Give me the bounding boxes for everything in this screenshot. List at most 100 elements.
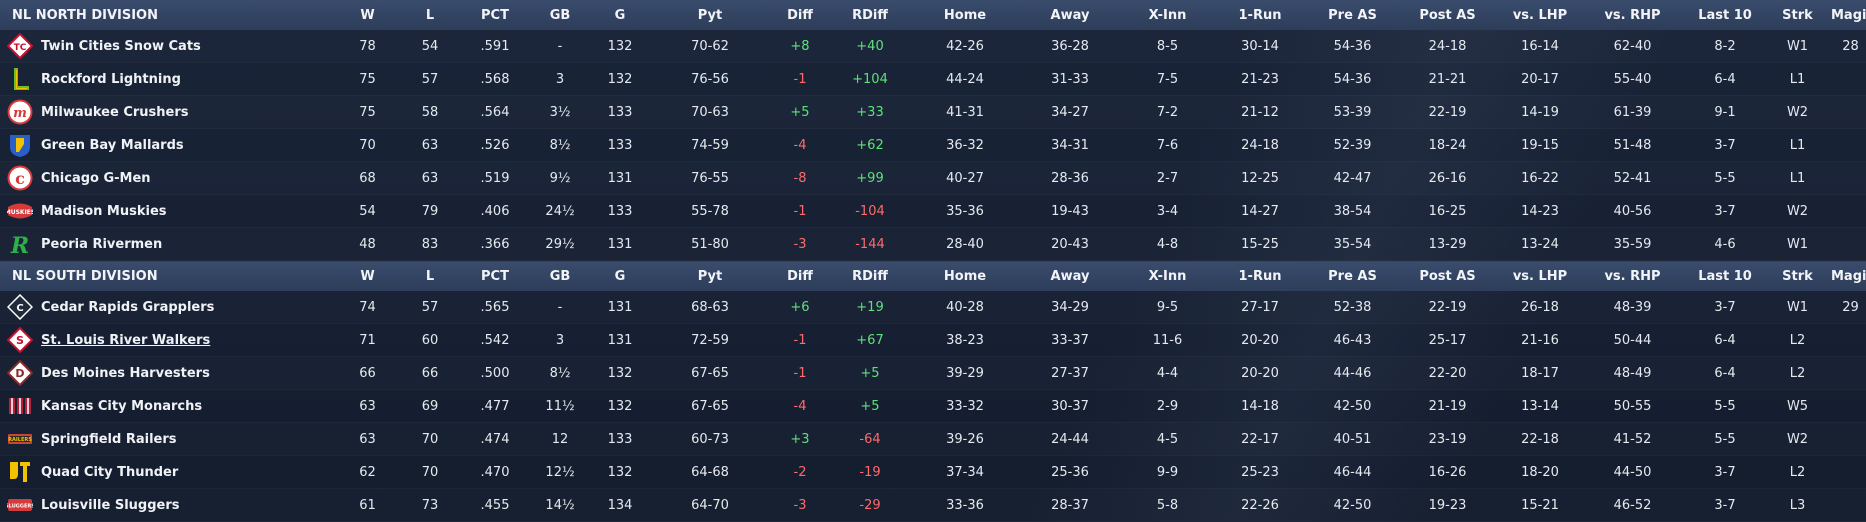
column-header-vslhp[interactable]: vs. LHP [1495,0,1585,30]
column-header-onerun[interactable]: 1-Run [1215,260,1305,291]
team-name-link[interactable]: Peoria Rivermen [41,236,163,252]
column-header-postas[interactable]: Post AS [1400,0,1495,30]
stat-g: 132 [590,455,650,489]
column-header-postas[interactable]: Post AS [1400,260,1495,291]
column-header-strk[interactable]: Strk [1770,0,1825,30]
column-header-gb[interactable]: GB [530,0,590,30]
column-header-g[interactable]: G [590,0,650,30]
team-cell: TC Twin Cities Snow Cats [0,30,335,63]
division-name: NL SOUTH DIVISION [0,260,335,291]
table-row[interactable]: D Des Moines Harvesters 66 66.500 8½ 132 67-65… [0,356,1866,390]
column-header-magic[interactable]: Magic# [1825,0,1866,30]
column-header-preas[interactable]: Pre AS [1305,260,1400,291]
table-row[interactable]: c Chicago G-Men 68 63.519 9½ 131 76-55 -8 +99 40-… [0,161,1866,195]
column-header-g[interactable]: G [590,260,650,291]
column-header-onerun[interactable]: 1-Run [1215,0,1305,30]
column-header-strk[interactable]: Strk [1770,260,1825,291]
team-name-link[interactable]: Milwaukee Crushers [41,104,189,120]
stat-gb: 3 [530,62,590,96]
column-header-vsrhp[interactable]: vs. RHP [1585,260,1680,291]
column-header-away[interactable]: Away [1020,260,1120,291]
stat-diff: -1 [770,194,830,228]
column-header-gb[interactable]: GB [530,260,590,291]
table-row[interactable]: RAILERS Springfield Railers 63 70.474 12 133 6… [0,422,1866,456]
stat-g: 131 [590,291,650,324]
team-name-link[interactable]: Cedar Rapids Grapplers [41,299,215,315]
stat-rdiff: -144 [830,227,910,261]
team-name-link[interactable]: Springfield Railers [41,431,177,447]
table-row[interactable]: Quad City Thunder 62 70.470 12½ 132 64-68 -2 -1… [0,455,1866,489]
column-header-preas[interactable]: Pre AS [1305,0,1400,30]
column-header-vsrhp[interactable]: vs. RHP [1585,0,1680,30]
column-header-w[interactable]: W [335,0,400,30]
stat-away: 34-29 [1020,291,1120,324]
team-name-link[interactable]: Quad City Thunder [41,464,179,480]
table-row[interactable]: Green Bay Mallards 70 63.526 8½ 133 74-59 -4 +6… [0,128,1866,162]
table-row[interactable]: Rockford Lightning 75 57.568 3 132 76-56 -1 +10… [0,62,1866,96]
stat-home: 40-27 [910,161,1020,195]
team-name-link[interactable]: Madison Muskies [41,203,167,219]
stat-xinn: 7-2 [1120,95,1215,129]
rivermen-logo: R [6,231,34,257]
column-header-rdiff[interactable]: RDiff [830,260,910,291]
column-header-vslhp[interactable]: vs. LHP [1495,260,1585,291]
team-cell: S St. Louis River Walkers [0,323,335,357]
column-header-last10[interactable]: Last 10 [1680,0,1770,30]
column-header-home[interactable]: Home [910,0,1020,30]
stat-preas: 53-39 [1305,95,1400,129]
stat-l: 66 [400,356,460,390]
stat-onerun: 27-17 [1215,291,1305,324]
column-header-diff[interactable]: Diff [770,0,830,30]
stat-g: 133 [590,95,650,129]
table-row[interactable]: TC Twin Cities Snow Cats 78 54.591-132 70-62… [0,30,1866,63]
table-row[interactable]: Kansas City Monarchs 63 69.477 11½ 132 67-65-… [0,389,1866,423]
stat-postas: 16-26 [1400,455,1495,489]
column-header-xinn[interactable]: X-Inn [1120,260,1215,291]
stat-away: 31-33 [1020,62,1120,96]
team-name-link[interactable]: Chicago G-Men [41,170,151,186]
team-name-link[interactable]: Twin Cities Snow Cats [41,38,201,54]
stat-vsrhp: 44-50 [1585,455,1680,489]
table-row[interactable]: S St. Louis River Walkers 71 60.542 3 131 72-5… [0,323,1866,357]
stat-last10: 9-1 [1680,95,1770,129]
table-row[interactable]: C Cedar Rapids Grapplers 74 57.565-131 68-63… [0,291,1866,324]
stat-diff: +8 [770,30,830,63]
stat-onerun: 20-20 [1215,356,1305,390]
column-header-home[interactable]: Home [910,260,1020,291]
stat-pct: .366 [460,227,530,261]
column-header-xinn[interactable]: X-Inn [1120,0,1215,30]
table-row[interactable]: SLUGGERS Louisville Sluggers 6173.45514½13… [0,488,1866,522]
stat-home: 39-26 [910,422,1020,456]
column-header-l[interactable]: L [400,0,460,30]
column-header-l[interactable]: L [400,260,460,291]
division-header-row: NL NORTH DIVISION W L PCT GB G Pyt Diff RDiff Hom… [0,0,1866,30]
team-name-link[interactable]: St. Louis River Walkers [41,332,211,348]
stat-pyt: 76-55 [650,161,770,195]
table-row[interactable]: m Milwaukee Crushers 75 58.564 3½ 133 70-63 +5 +… [0,95,1866,129]
column-header-w[interactable]: W [335,260,400,291]
stat-gb: 9½ [530,161,590,195]
column-header-pct[interactable]: PCT [460,0,530,30]
stat-xinn: 4-4 [1120,356,1215,390]
team-name-link[interactable]: Rockford Lightning [41,71,181,87]
muskies-logo: MUSKIES [6,198,34,224]
stat-away: 33-37 [1020,323,1120,357]
column-header-pyt[interactable]: Pyt [650,260,770,291]
column-header-pct[interactable]: PCT [460,260,530,291]
column-header-pyt[interactable]: Pyt [650,0,770,30]
team-name-link[interactable]: Kansas City Monarchs [41,398,203,414]
table-row[interactable]: MUSKIES Madison Muskies 5479.40624½13355-7… [0,194,1866,228]
column-header-last10[interactable]: Last 10 [1680,260,1770,291]
team-name-link[interactable]: Green Bay Mallards [41,137,184,153]
snowcats-logo: TC [6,33,34,59]
team-name-link[interactable]: Louisville Sluggers [41,497,180,513]
team-name-link[interactable]: Des Moines Harvesters [41,365,210,381]
column-header-away[interactable]: Away [1020,0,1120,30]
column-header-rdiff[interactable]: RDiff [830,0,910,30]
stat-diff: +6 [770,291,830,324]
stat-l: 70 [400,455,460,489]
stat-g: 133 [590,128,650,162]
column-header-diff[interactable]: Diff [770,260,830,291]
table-row[interactable]: R Peoria Rivermen 48 83.366 29½ 131 51-80 -3 -14… [0,227,1866,261]
column-header-magic[interactable]: Magic# [1825,260,1866,291]
